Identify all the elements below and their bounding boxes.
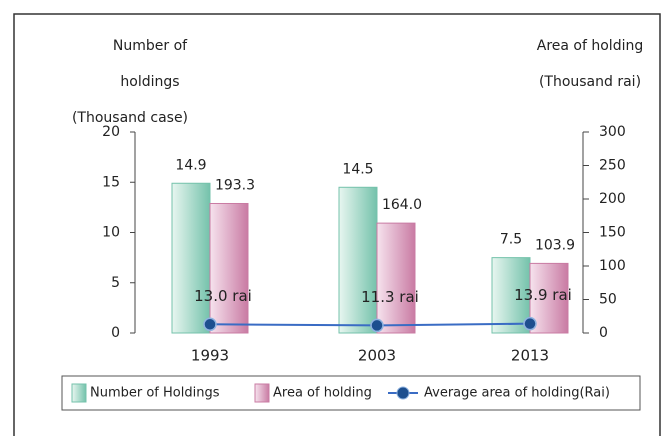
y-tick-label: 0 bbox=[111, 325, 120, 341]
y2-tick-label: 250 bbox=[599, 158, 626, 174]
bar-value-label: 7.5 bbox=[500, 232, 522, 248]
bar bbox=[338, 186, 378, 334]
y2-tick-label: 0 bbox=[599, 325, 608, 341]
x-tick-label: 2003 bbox=[358, 347, 396, 365]
bar-value-label: 193.3 bbox=[215, 177, 255, 193]
bar-value-label: 14.5 bbox=[342, 161, 373, 177]
y2-axis-label: (Thousand rai) bbox=[539, 74, 641, 90]
legend-swatch bbox=[254, 383, 270, 403]
bar-value-label: 164.0 bbox=[382, 197, 422, 213]
bar-value-label: 103.9 bbox=[535, 237, 575, 253]
y2-tick-label: 50 bbox=[599, 292, 617, 308]
y2-tick-label: 150 bbox=[599, 225, 626, 241]
y2-tick-label: 100 bbox=[599, 258, 626, 274]
y2-tick-label: 200 bbox=[599, 191, 626, 207]
bar bbox=[171, 182, 211, 334]
bar-value-label: 14.9 bbox=[175, 157, 206, 173]
y-tick-label: 10 bbox=[102, 225, 120, 241]
legend-box bbox=[61, 375, 641, 411]
y2-axis-label: Area of holding bbox=[537, 38, 643, 54]
line-marker bbox=[203, 317, 217, 332]
y-tick-label: 5 bbox=[111, 275, 120, 291]
line-value-label: 11.3 rai bbox=[361, 288, 419, 306]
legend-label: Area of holding bbox=[273, 386, 372, 401]
y-axis-label: (Thousand case) bbox=[72, 110, 188, 126]
bar bbox=[376, 222, 416, 334]
line-value-label: 13.9 rai bbox=[514, 286, 572, 304]
y-axis-label: holdings bbox=[120, 74, 179, 90]
line-value-label: 13.0 rai bbox=[194, 287, 252, 305]
bar bbox=[209, 202, 249, 334]
bar bbox=[491, 257, 531, 334]
line-marker bbox=[523, 316, 537, 331]
y-tick-label: 20 bbox=[102, 124, 120, 140]
line-marker bbox=[370, 318, 384, 333]
legend-swatch bbox=[71, 383, 87, 403]
x-tick-label: 1993 bbox=[191, 347, 229, 365]
y-tick-label: 15 bbox=[102, 174, 120, 190]
legend-label: Number of Holdings bbox=[90, 386, 220, 401]
frame bbox=[13, 13, 661, 436]
y-axis-label: Number of bbox=[113, 38, 188, 54]
legend-label: Average area of holding(Rai) bbox=[424, 386, 610, 401]
x-tick-label: 2013 bbox=[511, 347, 549, 365]
legend-marker bbox=[396, 386, 410, 400]
y2-tick-label: 300 bbox=[599, 124, 626, 140]
